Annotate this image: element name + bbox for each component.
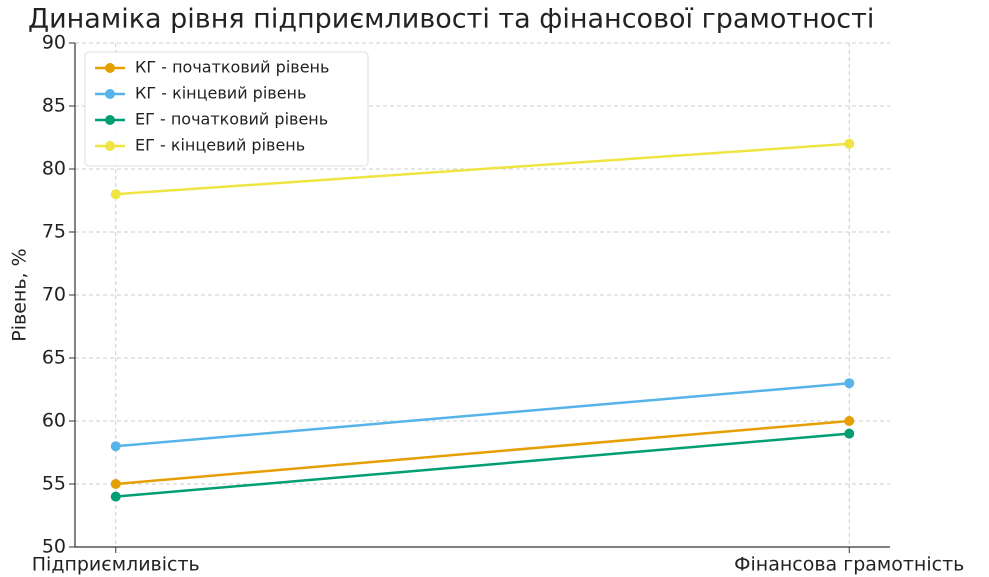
legend-label: ЕГ - кінцевий рівень [135, 136, 305, 155]
data-point [110, 479, 121, 489]
y-tick-label: 85 [42, 95, 66, 117]
series-line [115, 432, 850, 498]
y-tick-label: 65 [42, 347, 66, 369]
x-tick-label: Фінансова грамотність [734, 554, 964, 576]
series-line [115, 142, 850, 196]
data-point [110, 189, 121, 200]
legend-label: КГ - кінцевий рівень [135, 84, 306, 103]
legend-box [84, 51, 369, 167]
data-point [844, 138, 855, 149]
y-tick-label: 60 [42, 410, 66, 432]
data-point [110, 441, 121, 452]
x-tick-label: Підприємливість [32, 554, 200, 576]
data-point [844, 378, 855, 389]
data-point [844, 428, 855, 439]
data-point [844, 416, 855, 426]
y-tick-label: 75 [42, 221, 66, 243]
y-tick-label: 90 [42, 32, 66, 54]
legend-label: ЕГ - початковий рівень [135, 110, 328, 129]
y-axis-label: Рівень, % [9, 248, 31, 341]
legend-label: КГ - початковий рівень [135, 58, 329, 77]
series-line [115, 381, 850, 448]
chart-title: Динаміка рівня підприємливості та фінанс… [28, 4, 874, 35]
y-tick-label: 70 [42, 284, 66, 306]
series-line [115, 419, 850, 486]
y-tick-label: 50 [42, 536, 66, 558]
y-tick-label: 55 [42, 473, 66, 495]
y-tick-label: 80 [42, 158, 66, 180]
legend-marker [105, 115, 115, 125]
data-point [110, 491, 121, 502]
legend-marker [105, 141, 115, 151]
legend-marker [105, 63, 115, 73]
legend-marker [105, 89, 115, 99]
